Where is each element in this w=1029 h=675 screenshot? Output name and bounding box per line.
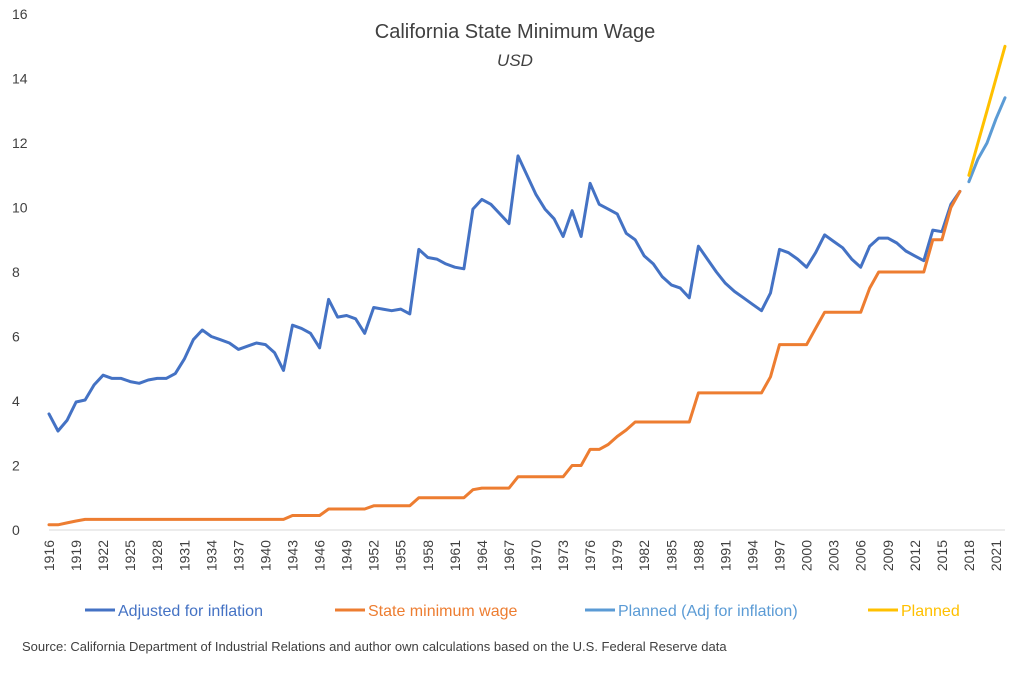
y-tick-label: 2 bbox=[12, 458, 20, 474]
x-tick-label: 1997 bbox=[772, 540, 788, 571]
y-tick-label: 0 bbox=[12, 522, 20, 538]
y-tick-label: 8 bbox=[12, 264, 20, 280]
x-tick-label: 1964 bbox=[474, 540, 490, 571]
y-tick-label: 4 bbox=[12, 393, 20, 409]
x-tick-label: 1955 bbox=[393, 540, 409, 571]
x-tick-label: 1991 bbox=[717, 540, 733, 571]
x-tick-label: 2012 bbox=[907, 540, 923, 571]
x-tick-label: 2009 bbox=[880, 540, 896, 571]
y-tick-label: 14 bbox=[12, 71, 28, 87]
x-tick-label: 2000 bbox=[799, 540, 815, 571]
x-tick-label: 1949 bbox=[339, 540, 355, 571]
x-tick-label: 1985 bbox=[663, 540, 679, 571]
legend-label: Adjusted for inflation bbox=[118, 603, 263, 620]
legend-label: State minimum wage bbox=[368, 603, 517, 620]
x-tick-label: 1973 bbox=[555, 540, 571, 571]
legend-label: Planned bbox=[901, 603, 960, 620]
x-tick-label: 1958 bbox=[420, 540, 436, 571]
chart-subtitle: USD bbox=[497, 51, 533, 70]
x-tick-label: 1919 bbox=[68, 540, 84, 571]
x-tick-label: 2015 bbox=[934, 540, 950, 571]
x-tick-label: 2018 bbox=[961, 540, 977, 571]
x-tick-label: 2003 bbox=[826, 540, 842, 571]
x-tick-label: 1928 bbox=[149, 540, 165, 571]
x-tick-label: 1979 bbox=[609, 540, 625, 571]
series-line-2 bbox=[47, 189, 962, 527]
x-tick-label: 1922 bbox=[95, 540, 111, 571]
y-tick-label: 16 bbox=[12, 6, 28, 22]
x-tick-label: 1934 bbox=[203, 540, 219, 571]
series-line-3 bbox=[967, 96, 1007, 184]
legend-label: Planned (Adj for inflation) bbox=[618, 603, 798, 620]
x-tick-label: 1970 bbox=[528, 540, 544, 571]
series-line-1 bbox=[47, 154, 962, 433]
y-tick-label: 12 bbox=[12, 135, 28, 151]
x-tick-label: 1937 bbox=[230, 540, 246, 571]
series-line-4 bbox=[967, 44, 1007, 177]
x-tick-label: 1988 bbox=[690, 540, 706, 571]
x-tick-label: 2021 bbox=[988, 540, 1004, 571]
x-tick-label: 1952 bbox=[366, 540, 382, 571]
x-tick-label: 1946 bbox=[312, 540, 328, 571]
chart-title: California State Minimum Wage bbox=[375, 21, 655, 43]
x-tick-label: 2006 bbox=[853, 540, 869, 571]
series-group bbox=[47, 44, 1007, 527]
y-tick-label: 10 bbox=[12, 200, 28, 216]
y-axis: 0 2 4 6 8 10 12 14 16 bbox=[12, 6, 28, 538]
x-tick-label: 1916 bbox=[41, 540, 57, 571]
source-note: Source: California Department of Industr… bbox=[22, 639, 727, 654]
x-tick-label: 1940 bbox=[257, 540, 273, 571]
x-tick-label: 1931 bbox=[176, 540, 192, 571]
x-axis: 1916 1919 1922 1925 1928 1931 1934 1937 1940 1943… bbox=[41, 540, 1004, 571]
legend: Adjusted for inflation State minimum wage… bbox=[85, 603, 960, 620]
x-tick-label: 1961 bbox=[447, 540, 463, 571]
x-tick-label: 1943 bbox=[285, 540, 301, 571]
x-tick-label: 1967 bbox=[501, 540, 517, 571]
x-tick-label: 1994 bbox=[744, 540, 760, 571]
x-tick-label: 1982 bbox=[636, 540, 652, 571]
x-tick-label: 1976 bbox=[582, 540, 598, 571]
x-tick-label: 1925 bbox=[122, 540, 138, 571]
y-tick-label: 6 bbox=[12, 329, 20, 345]
